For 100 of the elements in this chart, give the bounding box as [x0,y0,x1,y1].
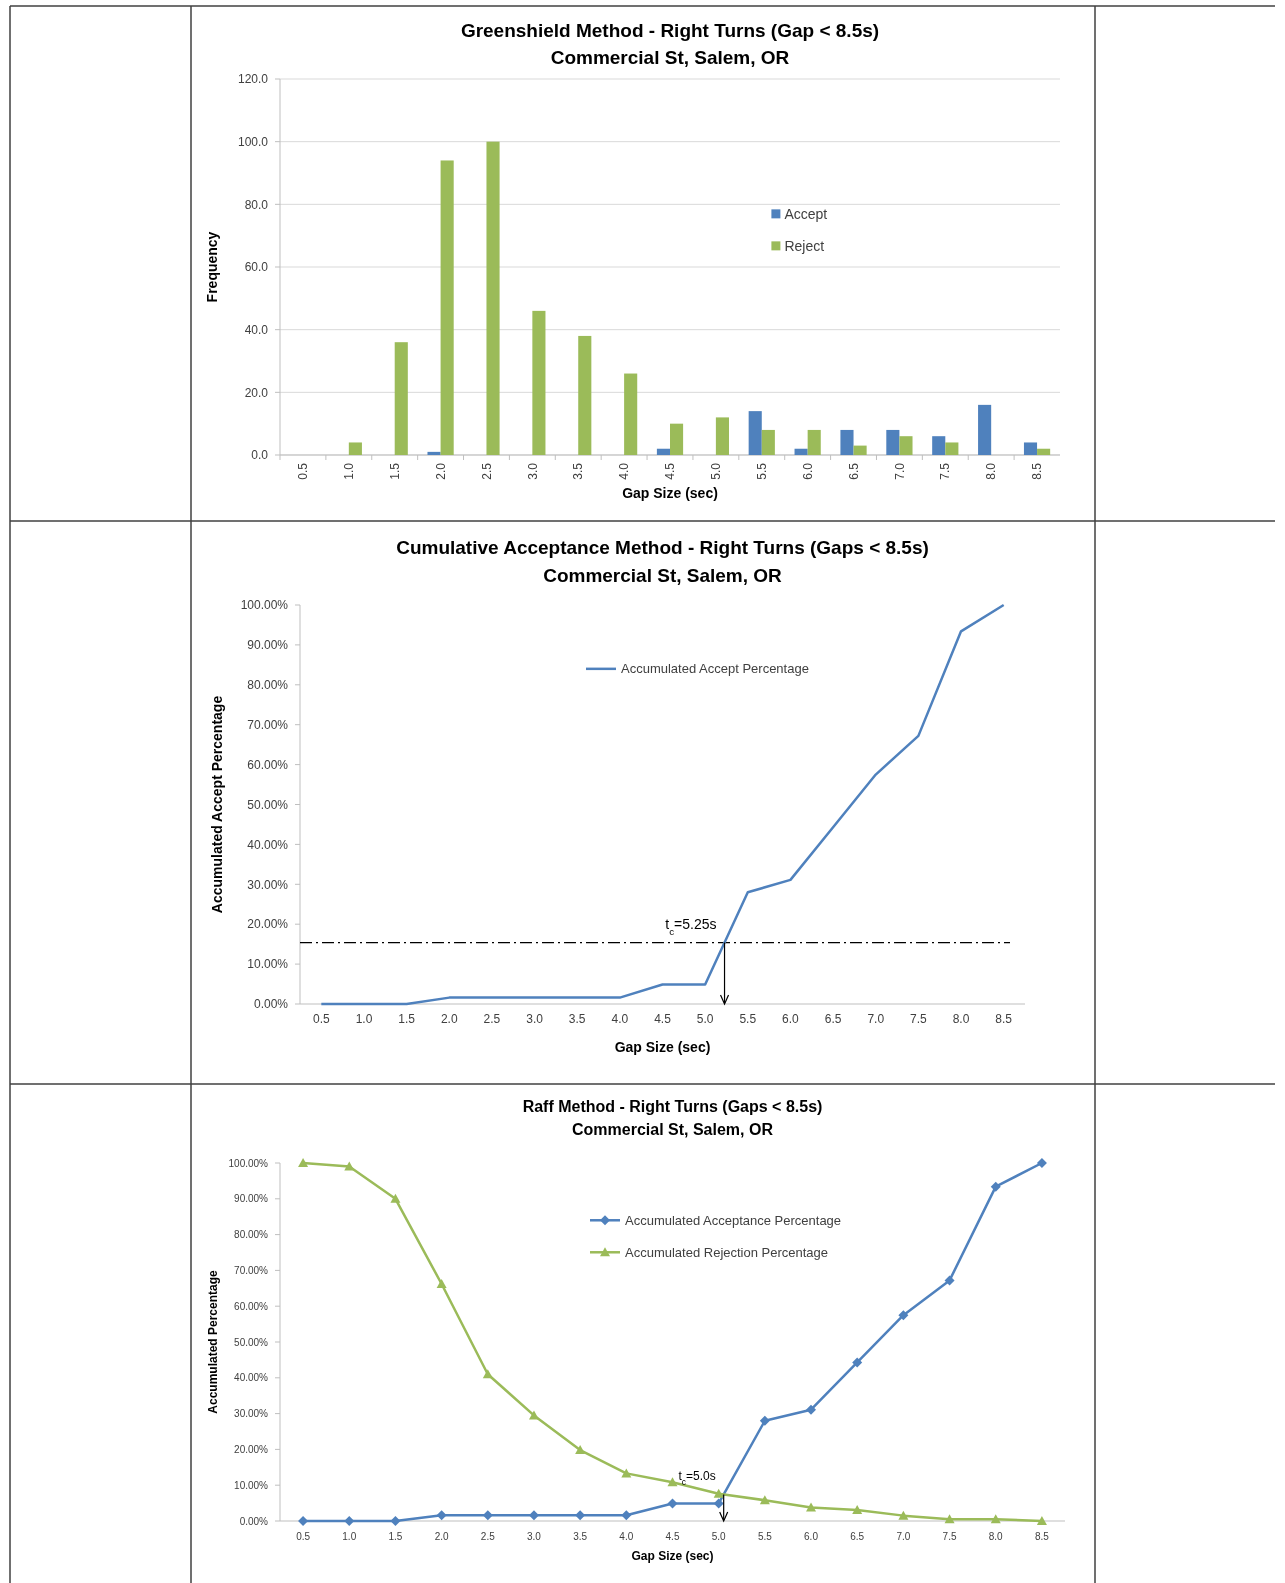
annotation: t$_{c}$=5.0s [678,1469,716,1488]
x-axis-title: Gap Size (sec) [622,485,718,501]
x-tick-label: 7.5 [942,1531,957,1542]
x-tick-label: 6.0 [804,1531,819,1542]
point [390,1193,401,1203]
x-tick-label: 3.5 [573,1531,588,1542]
x-tick-label: 5.5 [739,1012,757,1026]
chart-subtitle: Commercial St, Salem, OR [543,565,783,586]
y-axis-title: Accumulated Accept Percentage [209,695,225,914]
point [575,1445,586,1455]
point [806,1404,817,1415]
point [944,1514,955,1524]
bar [440,160,454,455]
x-tick-label: 2.0 [434,1531,449,1542]
y-tick-label: 0.00% [239,1515,269,1527]
point [806,1502,817,1512]
bar [886,429,900,455]
x-tick-label: 7.0 [892,462,907,480]
y-tick-label: 0.00% [253,997,289,1012]
x-tick-label: 1.5 [398,1012,416,1026]
x-tick-label: 1.0 [342,1531,357,1542]
y-tick-label: 100.0 [237,134,269,149]
y-tick-label: 10.00% [247,957,289,972]
x-tick-label: 7.5 [938,462,953,480]
y-tick-label: 70.00% [234,1264,269,1276]
point [1036,1158,1047,1168]
y-axis-title: Accumulated Percentage [206,1269,220,1414]
bar [840,429,854,455]
y-tick-label: 20.00% [247,917,289,932]
x-tick-label: 3.5 [571,462,586,480]
point [852,1357,863,1368]
y-tick-label: 30.00% [234,1408,269,1420]
x-tick-label: 0.5 [312,1012,330,1026]
point [898,1510,909,1520]
bar [899,436,913,455]
chart-subtitle: Commercial St, Salem, OR [550,47,790,68]
y-tick-label: 0.0 [251,448,269,463]
x-tick-label: 4.0 [617,462,632,480]
x-tick-label: 2.5 [479,462,494,480]
y-tick-label: 70.00% [247,717,289,732]
bar [945,442,959,455]
x-tick-label: 0.5 [296,1531,311,1542]
legend-label: Accept [784,206,828,223]
bar [624,373,638,455]
x-tick-label: 7.0 [867,1012,885,1026]
bar [1023,442,1038,455]
point [482,1510,493,1521]
x-tick-label: 6.5 [846,462,861,480]
y-tick-label: 100.00% [240,598,289,613]
bar [932,436,946,455]
point [990,1181,1001,1192]
bar [807,429,821,455]
x-tick-label: 5.5 [754,462,769,480]
point [944,1275,955,1286]
y-tick-label: 40.00% [247,837,289,852]
x-tick-label: 2.5 [483,1012,501,1026]
x-tick-label: 6.5 [850,1531,865,1542]
chart-title: Cumulative Acceptance Method - Right Turns (Gaps < 8.5s) [396,537,929,558]
point [482,1369,493,1379]
legend-label: Accumulated Accept Percentage [621,661,809,677]
point [621,1510,632,1521]
x-tick-label: 8.0 [952,1012,970,1026]
point [344,1161,355,1171]
point [759,1495,770,1505]
point [713,1488,724,1498]
y-tick-label: 60.0 [244,260,269,275]
x-tick-label: 2.0 [440,1012,458,1026]
point [713,1498,724,1509]
x-tick-label: 3.0 [527,1531,542,1542]
bar [532,310,546,455]
y-axis-title: Frequency [204,231,220,303]
x-axis-title: Gap Size (sec) [631,1549,714,1563]
bar [486,141,500,455]
point [1036,1516,1047,1525]
x-tick-label: 4.0 [619,1531,634,1542]
y-tick-label: 10.00% [234,1479,269,1491]
point [852,1504,863,1514]
bar [578,335,592,455]
x-tick-label: 4.5 [663,462,678,480]
annotation: t$_{c}$=5.25s [665,915,717,937]
y-tick-label: 50.00% [247,797,289,812]
x-tick-label: 6.0 [782,1012,800,1026]
x-tick-label: 2.5 [480,1531,496,1542]
x-tick-label: 4.5 [665,1531,680,1542]
y-tick-label: 40.00% [234,1372,269,1384]
x-tick-label: 7.5 [910,1012,928,1026]
x-tick-label: 1.0 [342,462,357,480]
point [528,1410,539,1420]
bar [761,429,775,455]
y-tick-label: 50.00% [234,1336,269,1348]
bar [978,404,992,455]
x-tick-label: 2.0 [433,462,448,480]
x-tick-label: 1.5 [388,1531,403,1542]
x-tick-label: 8.5 [1034,1531,1050,1542]
y-tick-label: 80.00% [247,678,289,692]
point [667,1498,678,1509]
point [575,1510,586,1521]
x-tick-label: 3.0 [526,1012,544,1026]
x-tick-label: 4.0 [611,1012,629,1026]
x-tick-label: 5.5 [757,1531,773,1542]
